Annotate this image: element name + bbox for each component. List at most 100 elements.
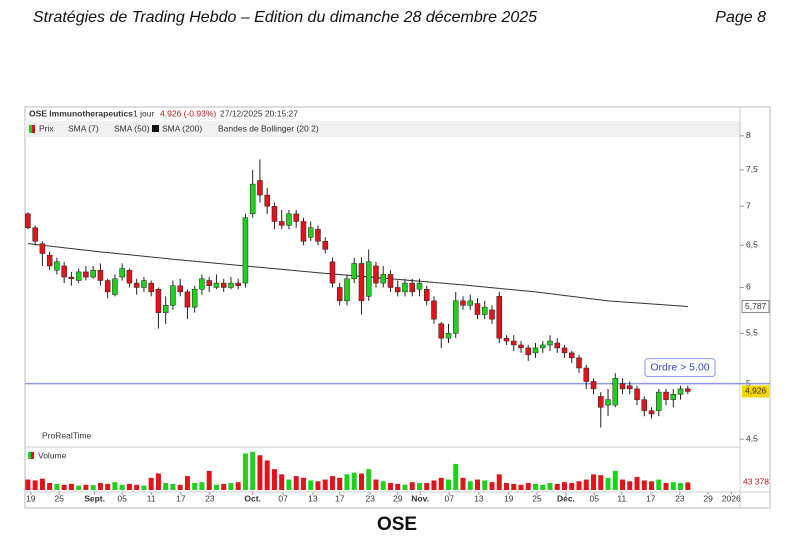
volume-bar <box>504 483 510 490</box>
candle-body <box>155 288 162 313</box>
x-tick-label: 29 <box>393 493 403 503</box>
volume-bar <box>358 473 364 490</box>
volume-bar <box>634 476 640 490</box>
volume-bar <box>105 483 111 490</box>
candle-body <box>402 282 408 293</box>
candle-body <box>394 287 401 293</box>
candle-body <box>242 217 249 284</box>
volume-bar <box>170 483 176 490</box>
volume-bar <box>126 483 132 490</box>
quote: 4.926 (-0.93%) <box>160 108 216 118</box>
volume-bar <box>453 463 459 490</box>
candle-body <box>503 337 510 342</box>
volume-bar <box>242 453 248 490</box>
candle-body <box>431 300 437 320</box>
x-tick-label: 19 <box>504 493 514 503</box>
candle-body <box>133 282 140 288</box>
price-tag <box>742 385 769 398</box>
volume-bar <box>591 474 597 490</box>
x-tick-label: Déc. <box>557 493 575 503</box>
volume-bar <box>90 485 96 490</box>
volume-bar <box>540 484 546 490</box>
volume-icon <box>28 452 31 459</box>
x-tick-label: 23 <box>675 493 685 503</box>
candle-body <box>307 227 314 238</box>
y-tick-label: 7,5 <box>746 164 758 174</box>
legend-icon <box>29 125 32 133</box>
x-tick-label: 17 <box>176 493 186 503</box>
volume-bar <box>620 479 626 490</box>
volume-bar <box>670 482 676 490</box>
volume-bar <box>177 484 183 490</box>
candle-body <box>344 278 350 302</box>
volume-bar <box>562 482 568 490</box>
volume-bar <box>25 479 31 490</box>
volume-bar <box>257 455 263 490</box>
volume-bar <box>61 484 67 490</box>
volume-bar <box>76 485 82 490</box>
x-tick-label: 23 <box>205 493 215 503</box>
volume-bar <box>663 483 669 490</box>
volume-bar <box>612 470 618 490</box>
volume-bar <box>250 451 256 490</box>
volume-bar <box>112 482 118 490</box>
volume-bar <box>192 483 198 490</box>
candle-body <box>605 399 611 406</box>
timestamp: 27/12/2025 20:15:27 <box>220 108 298 118</box>
candle-body <box>525 347 532 356</box>
volume-bar <box>496 474 502 490</box>
sma-tag <box>741 300 770 314</box>
candle-body <box>511 340 517 346</box>
candle-body <box>641 399 648 411</box>
candle-body <box>656 391 662 411</box>
candle-body <box>141 280 147 288</box>
candle-body <box>532 347 539 354</box>
x-tick-label: 07 <box>278 493 288 503</box>
x-tick-label: Nov. <box>411 493 429 503</box>
y-tick-label: 5,5 <box>746 328 758 338</box>
volume-title: Volume <box>38 450 67 460</box>
volume-bar <box>467 481 473 490</box>
candle-body <box>576 357 582 369</box>
volume-bar <box>47 483 53 490</box>
volume-bar <box>351 472 357 490</box>
volume-bar <box>605 477 611 490</box>
volume-bar <box>445 479 451 490</box>
x-tick-label: 19 <box>26 493 36 503</box>
volume-bar <box>409 482 415 490</box>
volume-tag-label: 43 378 <box>743 477 769 487</box>
y-tick-label: 7 <box>746 200 751 210</box>
candle-body <box>315 229 321 242</box>
candle-body <box>293 213 299 222</box>
x-tick-label: 2026 <box>722 493 741 503</box>
candle-body <box>590 381 597 390</box>
volume-bar <box>525 483 531 490</box>
volume-bar <box>279 474 285 490</box>
y-tick-label: 6,5 <box>746 240 758 250</box>
legend-label: SMA (200) <box>162 123 202 133</box>
volume-bar <box>511 483 517 490</box>
candle-body <box>663 391 669 400</box>
candle-body <box>104 280 111 293</box>
candle-body <box>648 410 655 415</box>
volume-bar <box>264 460 270 490</box>
candle-body <box>460 300 466 306</box>
x-tick-label: 25 <box>54 493 64 503</box>
candle-body <box>61 265 67 278</box>
candle-body <box>32 227 38 242</box>
candle-body <box>569 352 575 359</box>
page-number: Page 8 <box>715 9 766 26</box>
candle-body <box>627 385 633 390</box>
volume-bar <box>337 477 343 490</box>
candle-body <box>119 268 125 278</box>
volume-bar <box>416 483 422 490</box>
y-tick-label: 6 <box>746 282 751 292</box>
volume-bar <box>685 482 691 490</box>
candle-body <box>278 221 285 226</box>
x-tick-label: Sept. <box>84 493 105 503</box>
candle-body <box>612 378 619 406</box>
candle-body <box>148 282 154 293</box>
candle-body <box>365 261 372 297</box>
volume-bar <box>533 483 539 490</box>
y-tick-label: 8 <box>746 130 751 140</box>
